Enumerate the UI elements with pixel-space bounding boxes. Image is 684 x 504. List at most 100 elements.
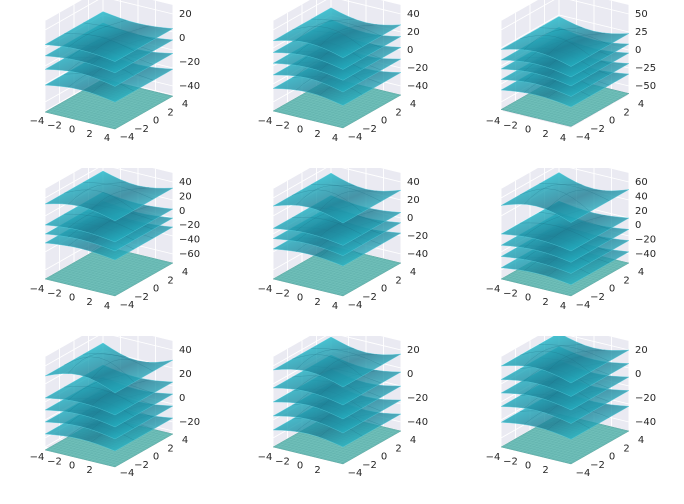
surface-5-mesh [292,184,382,213]
x-tick-label: 4 [560,133,566,144]
z-tick-label: 40 [179,177,192,188]
y-tick-label: 0 [609,452,615,463]
x-tick-label: 2 [86,297,92,308]
z-tick-label: 20 [407,345,420,356]
x-tick-label: −4 [486,284,501,295]
z-tick-label: 0 [179,33,185,44]
y-tick-label: 0 [381,452,387,463]
x-tick-label: −4 [30,284,45,295]
surface-6-mesh [292,348,382,377]
z-tick-label: −20 [179,57,200,68]
x-tick-label: 2 [542,129,548,140]
y-tick-label: −4 [348,468,363,479]
z-tick-label: 0 [407,45,413,56]
y-tick-label: −4 [120,132,135,143]
x-tick-label: −2 [503,456,518,467]
z-tick-label: 0 [407,213,413,224]
z-tick-label: −20 [407,231,428,242]
z-tick-label: 20 [179,191,192,202]
z-tick-label: 60 [635,177,648,188]
surface-5-mesh [64,181,154,211]
x-tick-label: 0 [69,293,75,304]
y-tick-label: 4 [410,99,416,110]
subplot-9: −4 −2 0 2 −4 −2 0 2 4 20 0 −20 −40 [456,336,684,504]
y-tick-label: −4 [348,300,363,311]
z-tick-label: −60 [179,249,200,260]
z-tick-label: 20 [407,27,420,38]
y-tick-label: −2 [134,460,149,471]
subplot-5: −4 −2 0 2 4 −4 −2 0 2 4 40 20 0 −20 −40 [228,168,456,336]
y-tick-label: 4 [410,435,416,446]
z-tick-label: −40 [407,417,428,428]
x-tick-label: −4 [258,116,273,127]
z-tick-label: 50 [635,9,648,20]
z-tick-label: 20 [635,206,648,217]
surface-6-mesh [520,183,610,212]
surface-6-mesh [520,344,610,373]
x-tick-label: −4 [486,452,501,463]
x-tick-label: −4 [258,452,273,463]
x-tick-label: −4 [258,284,273,295]
y-tick-label: 0 [609,116,615,127]
y-tick-label: −4 [120,300,135,311]
y-tick-label: 4 [638,99,644,110]
z-tick-label: 0 [179,206,185,217]
z-tick-label: 0 [179,393,185,404]
z-tick-label: −25 [635,63,656,74]
y-tick-label: 0 [153,452,159,463]
x-tick-label: 0 [297,125,303,136]
x-tick-label: 4 [332,133,338,144]
y-tick-label: 2 [167,275,173,286]
x-tick-label: 4 [104,301,110,312]
y-tick-label: 2 [167,443,173,454]
z-tick-label: 40 [407,177,420,188]
z-tick-label: 0 [635,45,641,56]
y-tick-label: 2 [623,443,629,454]
z-tick-label: 0 [635,220,641,231]
z-tick-label: 40 [635,191,648,202]
z-tick-label: 25 [635,27,648,38]
y-tick-label: −2 [590,460,605,471]
y-tick-label: 0 [153,116,159,127]
x-tick-label: 4 [332,301,338,312]
z-tick-label: −20 [635,393,656,404]
z-tick-label: 20 [179,369,192,380]
x-tick-label: 0 [525,461,531,472]
x-tick-label: 0 [525,125,531,136]
y-tick-label: −2 [134,124,149,135]
subplot-1: −4 −2 0 2 4 −4 −2 0 2 4 20 0 −20 −40 [0,0,228,168]
x-tick-label: 2 [314,465,320,476]
x-tick-label: −2 [275,456,290,467]
subplot-8: −4 −2 0 2 −4 −2 0 2 4 20 0 −20 −40 [228,336,456,504]
z-tick-label: 20 [407,195,420,206]
x-tick-label: 4 [560,301,566,312]
x-tick-label: 2 [86,465,92,476]
y-tick-label: −2 [362,460,377,471]
x-tick-label: −2 [47,120,62,131]
surface-6-mesh [292,18,382,48]
y-tick-label: −2 [362,292,377,303]
x-tick-label: −2 [275,288,290,299]
y-tick-label: −2 [134,292,149,303]
x-tick-label: 2 [314,129,320,140]
z-tick-label: 20 [179,9,192,20]
y-tick-label: −2 [590,124,605,135]
y-tick-label: 4 [638,435,644,446]
x-tick-label: −4 [30,116,45,127]
z-tick-label: 40 [179,345,192,356]
y-tick-label: 0 [609,284,615,295]
x-tick-label: 2 [86,129,92,140]
subplot-4: −4 −2 0 2 4 −4 −2 0 2 4 40 20 0 −20 −40 −60 [0,168,228,336]
x-tick-label: 0 [69,461,75,472]
y-tick-label: −2 [362,124,377,135]
y-tick-label: 2 [623,107,629,118]
x-tick-label: −2 [503,288,518,299]
y-tick-label: 4 [638,267,644,278]
z-tick-label: 20 [635,345,648,356]
z-tick-label: −40 [635,417,656,428]
